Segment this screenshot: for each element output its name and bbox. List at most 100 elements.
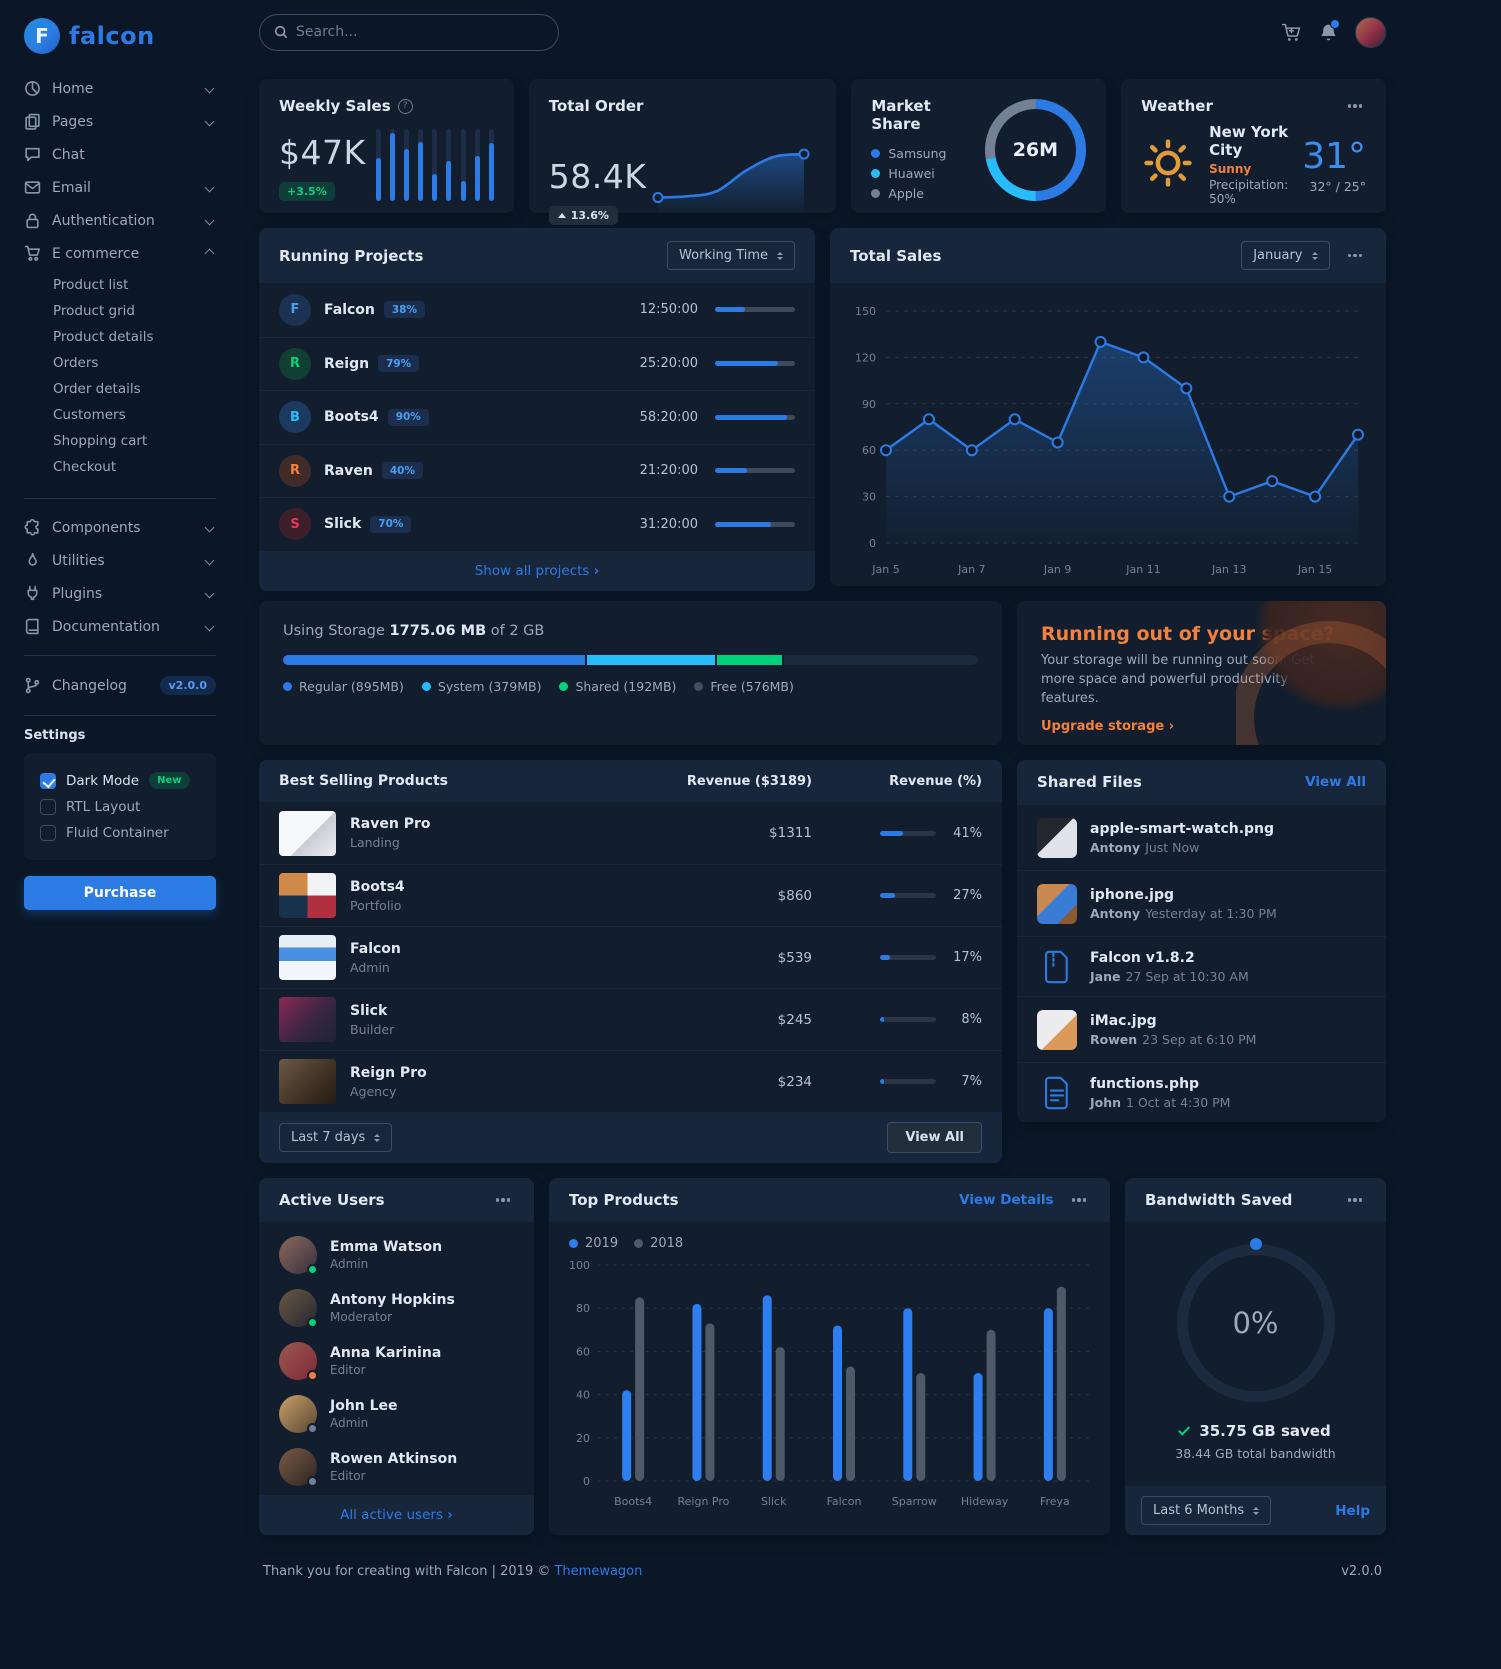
months-select[interactable]: Last 6 Months — [1141, 1496, 1272, 1525]
sidebar-item-chat[interactable]: Chat — [24, 138, 216, 171]
zip-file-icon — [1037, 950, 1077, 984]
sidebar-item-shopping-cart[interactable]: Shopping cart — [53, 433, 148, 449]
setting-dark-mode[interactable]: Dark Mode New — [40, 767, 200, 794]
help-link[interactable]: Help — [1335, 1502, 1370, 1519]
sidebar-item-orders[interactable]: Orders — [53, 355, 99, 371]
sidebar-item-product-list[interactable]: Product list — [53, 277, 129, 293]
pages-icon — [24, 113, 41, 130]
sidebar-item-home[interactable]: Home — [24, 72, 216, 105]
more-menu-icon[interactable] — [1344, 100, 1367, 112]
user-avatar[interactable] — [1355, 16, 1386, 48]
settings-checkbox-0[interactable] — [40, 772, 56, 789]
chevron-down-icon — [204, 555, 215, 566]
market-share-center-value: 26M — [1012, 139, 1059, 161]
project-time: 21:20:00 — [639, 463, 698, 479]
revenue-percent-bar — [880, 893, 936, 898]
more-menu-icon[interactable] — [1068, 1194, 1091, 1206]
revenue-percent-bar — [880, 955, 936, 960]
user-name: John Lee — [330, 1397, 398, 1414]
cart-button[interactable] — [1281, 22, 1302, 43]
sidebar-divider — [24, 498, 216, 499]
file-owner: Rowen — [1090, 1031, 1138, 1047]
product-revenue: $1311 — [769, 825, 812, 841]
sidebar-item-customers[interactable]: Customers — [53, 407, 126, 423]
period-select[interactable]: Last 7 days — [279, 1123, 393, 1152]
brand-logo[interactable]: F falcon — [24, 14, 216, 72]
falcon-logo-icon: F — [24, 18, 60, 54]
sidebar-item-checkout[interactable]: Checkout — [53, 459, 117, 475]
project-percent-badge: 38% — [383, 301, 426, 319]
revenue-percent-bar — [880, 830, 936, 836]
purchase-button[interactable]: Purchase — [24, 876, 216, 910]
total-order-line-chart — [646, 129, 816, 225]
svg-text:Falcon: Falcon — [826, 1495, 861, 1508]
show-all-projects-link[interactable]: Show all projects › — [474, 562, 600, 579]
sidebar-item-email[interactable]: Email — [24, 171, 216, 204]
upgrade-storage-link[interactable]: Upgrade storage › — [1041, 718, 1175, 734]
sidebar-item-authentication[interactable]: Authentication — [24, 204, 216, 237]
card-title: Active Users — [279, 1191, 385, 1209]
legend-label: Shared (192MB) — [575, 679, 677, 694]
svg-text:100: 100 — [569, 1259, 590, 1272]
page-footer: Thank you for creating with Falcon | 201… — [259, 1550, 1386, 1579]
search-box[interactable] — [259, 13, 559, 51]
working-time-select[interactable]: Working Time — [667, 241, 795, 270]
bottom-row: Active Users Emma Watson Admin Antony Ho… — [259, 1178, 1386, 1535]
legend-dot-2018 — [634, 1239, 644, 1248]
card-title: Running Projects — [279, 246, 424, 265]
chevron-down-icon — [204, 182, 215, 193]
view-details-link[interactable]: View Details — [959, 1192, 1054, 1208]
settings-checkbox-1[interactable] — [40, 799, 56, 815]
table-row: Boots4 Portfolio $860 27% — [259, 864, 1002, 926]
view-all-link[interactable]: View All — [1305, 774, 1366, 790]
setting-rtl-layout[interactable]: RTL Layout — [40, 794, 200, 820]
notifications-button[interactable] — [1318, 18, 1340, 43]
weekly-sales-delta-badge: +3.5% — [279, 182, 335, 201]
settings-checkbox-2[interactable] — [40, 825, 56, 841]
view-all-button[interactable]: View All — [887, 1122, 982, 1153]
bandwidth-saved-value: 35.75 GB saved — [1199, 1422, 1331, 1440]
chevron-down-icon — [204, 621, 215, 632]
project-name: Falcon — [324, 301, 375, 318]
help-icon[interactable] — [397, 98, 413, 114]
more-menu-icon[interactable] — [1344, 250, 1367, 262]
sidebar-item-documentation[interactable]: Documentation — [24, 610, 216, 643]
file-name: iphone.jpg — [1090, 886, 1175, 903]
svg-text:Slick: Slick — [760, 1495, 786, 1508]
card-title: Weather — [1141, 97, 1213, 115]
product-thumbnail — [279, 810, 336, 856]
sidebar-item-ecommerce[interactable]: E commerce — [24, 237, 216, 270]
setting-fluid-container[interactable]: Fluid Container — [40, 820, 200, 846]
svg-text:80: 80 — [576, 1302, 590, 1315]
more-menu-icon[interactable] — [492, 1194, 515, 1206]
file-owner: Antony — [1090, 905, 1141, 921]
sidebar-item-product-details[interactable]: Product details — [53, 329, 154, 345]
themewagon-link[interactable]: Themewagon — [554, 1564, 643, 1579]
envelope-icon — [24, 179, 41, 196]
revenue-percent-column-header: Revenue (%) — [889, 773, 982, 789]
more-menu-icon[interactable] — [1344, 1194, 1367, 1206]
sidebar-item-utilities[interactable]: Utilities — [24, 544, 216, 577]
file-thumbnail — [1037, 1009, 1077, 1050]
legend-label: Huawei — [888, 165, 935, 181]
sidebar-item-plugins[interactable]: Plugins — [24, 577, 216, 610]
storage-row: Using Storage 1775.06 MB of 2 GB Regular… — [259, 601, 1386, 745]
sidebar-divider — [24, 715, 216, 716]
sidebar-item-changelog[interactable]: Changelog v2.0.0 — [24, 668, 216, 703]
sidebar-item-order-details[interactable]: Order details — [53, 381, 141, 397]
revenue-percent-label: 41% — [953, 825, 982, 841]
file-name: functions.php — [1090, 1075, 1200, 1092]
total-sales-line-chart: 0 30 60 90 120 150 Jan 5 Jan 7 Jan 9 Jan 11 Jan 13… — [855, 305, 1364, 576]
all-active-users-link[interactable]: All active users › — [340, 1507, 453, 1523]
table-row: Slick Builder $245 8% — [259, 988, 1002, 1050]
file-time: 27 Sep at 10:30 AM — [1125, 968, 1249, 984]
sidebar-item-pages[interactable]: Pages — [24, 105, 216, 138]
search-input[interactable] — [296, 24, 544, 40]
month-select[interactable]: January — [1241, 241, 1330, 270]
total-order-card: Total Order 58.4K 13.6% — [528, 79, 837, 225]
code-branch-icon — [24, 677, 41, 694]
product-category: Portfolio — [350, 897, 402, 913]
storage-legend: Regular (895MB) System (379MB) Shared (1… — [283, 679, 978, 694]
sidebar-item-product-grid[interactable]: Product grid — [53, 303, 135, 319]
sidebar-item-components[interactable]: Components — [24, 511, 216, 544]
